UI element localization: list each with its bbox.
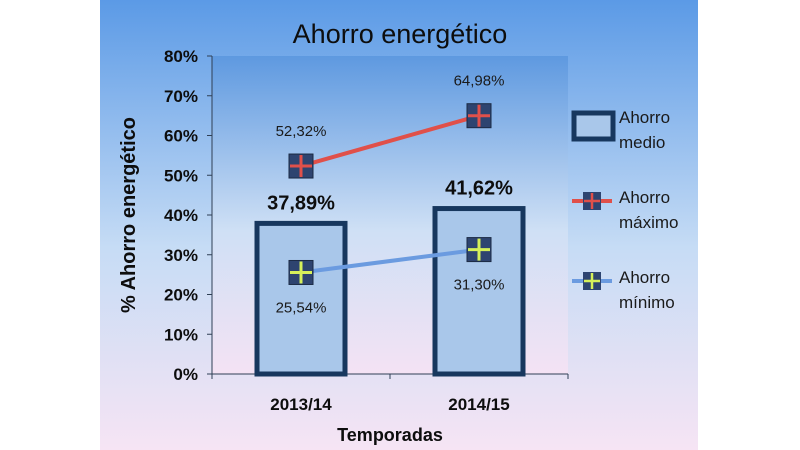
legend-marker <box>583 272 601 290</box>
line-data-label: 52,32% <box>276 123 327 140</box>
line-data-label: 31,30% <box>454 277 505 294</box>
line-ahorro-máximo <box>300 113 480 168</box>
bar-data-label: 41,62% <box>445 178 513 200</box>
y-tick-label: 80% <box>164 47 198 66</box>
legend-marker <box>583 192 601 210</box>
y-tick-label: 50% <box>164 166 198 185</box>
line-data-label: 64,98% <box>454 73 505 90</box>
line-data-label: 25,54% <box>276 299 327 316</box>
legend-label: medio <box>619 133 665 152</box>
line-ahorro-mínimo <box>300 247 480 275</box>
chart-title: Ahorro energético <box>293 19 508 49</box>
legend: Ahorro medio Ahorro máximo Ahorro mínimo <box>571 108 679 312</box>
y-axis-title: % Ahorro energético <box>118 117 140 313</box>
x-tick-label: 2014/15 <box>448 395 509 414</box>
bar-2014/15 <box>432 206 526 377</box>
y-tick-label: 70% <box>164 87 198 106</box>
bar-data-label: 37,89% <box>267 192 335 214</box>
x-tick-label: 2013/14 <box>270 395 332 414</box>
line-point <box>288 153 314 179</box>
bar-2013/14 <box>254 220 348 377</box>
x-axis-ticks: 2013/14 2014/15 <box>211 374 569 414</box>
line-series: 52,32% 64,98% 25,54% 31,30% <box>276 73 505 317</box>
legend-label: Ahorro <box>619 268 670 287</box>
x-axis-title: Temporadas <box>337 425 443 445</box>
line-point <box>288 259 314 285</box>
bar-series: 37,89% 41,62% <box>254 178 526 377</box>
legend-label: Ahorro <box>619 108 670 127</box>
y-tick-label: 60% <box>164 127 198 146</box>
y-tick-label: 40% <box>164 206 198 225</box>
y-tick-label: 0% <box>173 365 198 384</box>
y-axis-ticks: 0% 10% 20% 30% 40% 50% 60% 70% 80% <box>164 47 212 384</box>
y-tick-label: 20% <box>164 286 198 305</box>
line-point <box>466 237 492 263</box>
legend-label: mínimo <box>619 293 675 312</box>
legend-label: máximo <box>619 213 679 232</box>
legend-label: Ahorro <box>619 188 670 207</box>
legend-swatch-bar <box>571 110 616 142</box>
y-tick-label: 10% <box>164 325 198 344</box>
y-tick-label: 30% <box>164 246 198 265</box>
line-point <box>466 103 492 129</box>
